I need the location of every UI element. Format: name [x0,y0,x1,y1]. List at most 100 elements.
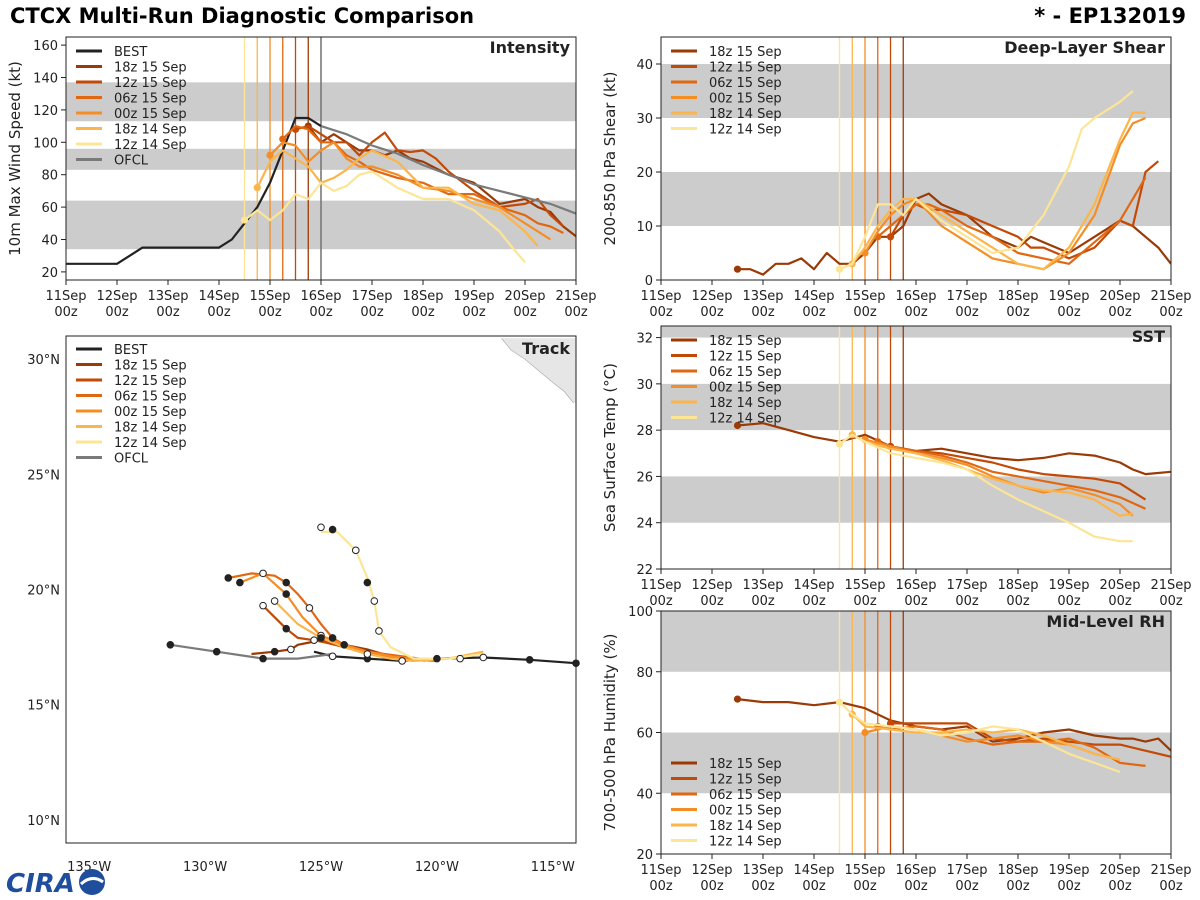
track-marker-r18z14 [456,654,464,663]
shear-ytick-label: 20 [636,166,653,181]
shear-ytick-label: 0 [645,274,653,289]
track-marker-r18z14 [270,597,279,605]
intensity-xtick-label: 12Sep [96,289,137,304]
sst-series-r18z14 [851,433,1133,517]
track-marker-r18z14 [363,650,372,658]
intensity-legend-label-r18z14: 18z 14 Sep [114,123,187,138]
intensity-xtick-label: 16Sep [300,289,341,304]
rh-band [661,611,1171,672]
shear-xtick-label-hour: 00z [904,305,928,320]
shear-xtick-label-hour: 00z [1006,305,1030,320]
shear-xtick-label-hour: 00z [802,305,826,320]
sst-xtick-label: 21Sep [1150,578,1191,593]
sst-legend-label-r18z15: 18z 15 Sep [709,334,782,349]
rh-xtick-label: 17Sep [946,863,987,878]
rh-series-r18z15 [737,698,1171,752]
track-marker-best [479,653,488,662]
sst-legend-label-r12z15: 12z 15 Sep [709,350,782,365]
track-marker-best [525,655,534,664]
intensity-ytick-label: 20 [41,266,58,281]
rh-xtick-label: 21Sep [1150,863,1191,878]
rh-point-r18z15 [733,695,742,703]
intensity-xtick-label-hour: 00z [513,305,537,320]
sst-xtick-label-hour: 00z [751,594,775,609]
intensity-point-r06z15 [279,135,287,143]
sst-xtick-label: 12Sep [691,578,732,593]
sst-xtick-label: 15Sep [844,578,885,593]
sst-ytick-label: 32 [636,332,653,347]
sst-series-r12z15 [890,445,1147,501]
rh-xtick-label: 15Sep [844,863,885,878]
sst-panel: 22242628303211Sep00z12Sep00z13Sep00z14Se… [601,325,1192,609]
rh-panel: 2040608010011Sep00z12Sep00z13Sep00z14Sep… [601,605,1192,894]
sst-xtick-label-hour: 00z [649,594,673,609]
shear-xtick-label: 12Sep [691,289,732,304]
shear-point-r12z14 [835,265,844,273]
intensity-xtick-label-hour: 00z [207,305,231,320]
sst-xtick-label-hour: 00z [1057,594,1081,609]
intensity-ylabel: 10m Max Wind Speed (kt) [6,61,24,256]
shear-xtick-label-hour: 00z [1159,305,1183,320]
sst-point-r12z14 [835,440,844,448]
intensity-xtick-label: 13Sep [147,289,188,304]
track-xtick-label: 125°W [299,860,343,875]
track-legend-label-r06z15: 06z 15 Sep [114,390,187,405]
rh-legend-label-r12z15: 12z 15 Sep [709,773,782,788]
sst-legend-label-r18z14: 18z 14 Sep [709,396,782,411]
shear-xtick-label: 13Sep [742,289,783,304]
intensity-series-r06z15 [282,124,564,234]
sst-ytick-label: 26 [636,470,653,485]
track-xtick-label: 130°W [183,860,227,875]
intensity-xtick-label-hour: 00z [411,305,435,320]
sst-xtick-label-hour: 00z [1159,594,1183,609]
rh-xtick-label: 20Sep [1099,863,1140,878]
shear-xtick-label: 20Sep [1099,289,1140,304]
rh-xtick-label-hour: 00z [751,879,775,894]
rh-xtick-label: 14Sep [793,863,834,878]
intensity-xtick-label: 15Sep [249,289,290,304]
rh-xtick-label: 12Sep [691,863,732,878]
track-marker-r00z15 [282,590,291,598]
track-xtick-label: 135°W [67,860,111,875]
rh-xtick-label: 13Sep [742,863,783,878]
intensity-ytick-label: 40 [41,234,58,249]
sst-xtick-label: 17Sep [946,578,987,593]
shear-xtick-label: 16Sep [895,289,936,304]
sst-ytick-label: 30 [636,378,653,393]
shear-panel-title: Deep-Layer Shear [1004,38,1165,57]
intensity-series-best [66,116,322,265]
intensity-legend-label-r18z15: 18z 15 Sep [114,61,187,76]
intensity-point-r12z14 [240,216,249,224]
shear-xtick-label: 21Sep [1150,289,1191,304]
intensity-xtick-label: 21Sep [555,289,596,304]
rh-xtick-label-hour: 00z [700,879,724,894]
shear-ytick-label: 10 [636,220,653,235]
rh-point-r00z15 [861,728,869,737]
shear-legend-label-r18z14: 18z 14 Sep [709,107,782,122]
sst-xtick-label-hour: 00z [904,594,928,609]
rh-series-group [733,695,1171,774]
track-ytick-label: 30°N [27,353,60,368]
track-legend-label-r18z15: 18z 15 Sep [114,359,187,374]
intensity-point-r00z15 [266,151,274,159]
sst-legend-label-r12z14: 12z 14 Sep [709,412,782,427]
sst-ytick-label: 24 [636,517,653,532]
track-marker-r12z14 [328,525,337,534]
storm-id-title: * - EP132019 [1034,4,1186,28]
rh-xtick-label: 18Sep [997,863,1038,878]
rh-legend-label-r06z15: 06z 15 Sep [709,788,782,803]
shear-xtick-label: 19Sep [1048,289,1089,304]
intensity-legend-label-r12z15: 12z 15 Sep [114,76,187,91]
shear-legend-label-r00z15: 00z 15 Sep [709,92,782,107]
track-marker-r12z15 [310,636,318,645]
shear-legend-label-r18z15: 18z 15 Sep [709,45,782,60]
intensity-xtick-label: 14Sep [198,289,239,304]
track-marker-best [398,657,406,665]
intensity-xtick-label-hour: 00z [564,305,588,320]
intensity-xtick-label-hour: 00z [258,305,282,320]
rh-xtick-label-hour: 00z [904,879,928,894]
sst-series-r18z15 [737,422,1171,476]
sst-xtick-label: 16Sep [895,578,936,593]
